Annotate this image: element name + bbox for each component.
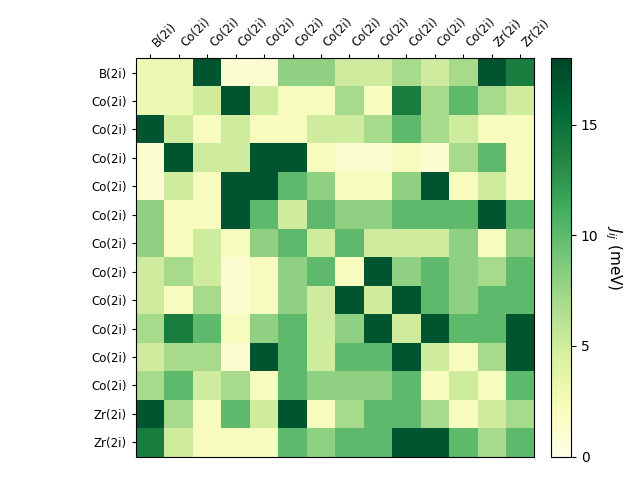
Y-axis label: $J_{ij}$ (meV): $J_{ij}$ (meV) bbox=[603, 225, 623, 290]
